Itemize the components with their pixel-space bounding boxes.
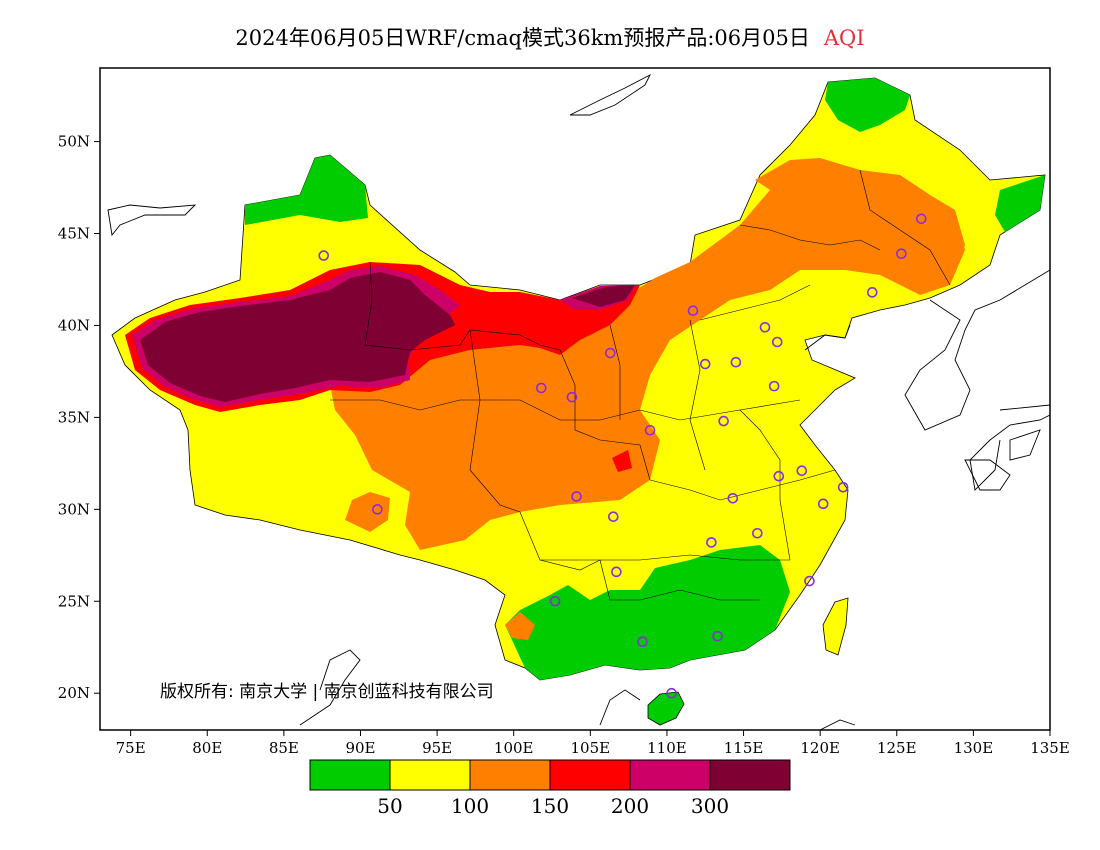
province-borders (330, 169, 951, 601)
station-marker (644, 424, 656, 436)
station-marker (604, 347, 616, 359)
station-marker (687, 305, 699, 317)
red-zone-small-south (612, 450, 632, 472)
lon-tick-label: 130E (954, 739, 994, 757)
green-zone-north-xinjiang (245, 155, 368, 225)
lat-tick-label: 25N (58, 592, 90, 610)
lon-tick-label: 85E (269, 739, 299, 757)
station-marker (768, 380, 780, 392)
station-marker (608, 511, 619, 522)
station-marker (796, 465, 808, 477)
station-marker (372, 504, 383, 515)
orange-zone-sichuan (420, 460, 500, 525)
legend-label: 200 (611, 794, 649, 818)
station-marker (712, 630, 723, 642)
lon-tick-label: 75E (116, 739, 146, 757)
legend-swatch (469, 759, 551, 791)
station-marker (896, 248, 907, 260)
legend-label: 50 (377, 794, 402, 818)
maroon-zone-northeast (572, 285, 635, 307)
lat-tick-label: 50N (58, 133, 90, 151)
legend-swatch (629, 759, 711, 791)
legend-label: 300 (691, 794, 729, 818)
map-title: 2024年06月05日WRF/cmaq模式36km预报产品:06月05日 AQI (0, 22, 1100, 52)
station-marker (817, 498, 829, 510)
orange-zone-tibet-south (345, 492, 390, 532)
station-marker (318, 250, 330, 261)
lon-tick-label: 100E (494, 739, 534, 757)
lon-tick-label: 105E (571, 739, 611, 757)
lon-tick-label: 110E (647, 739, 687, 757)
station-marker (866, 287, 878, 298)
orange-zone-west-central (330, 168, 965, 550)
station-marker (804, 575, 815, 587)
lat-tick-label: 40N (58, 316, 90, 334)
lat-tick-label: 35N (58, 408, 90, 426)
station-marker (666, 687, 677, 699)
lon-tick-label: 80E (192, 739, 222, 757)
lon-tick-label: 120E (800, 739, 840, 757)
legend-swatch (549, 759, 631, 791)
station-marker (637, 636, 648, 648)
station-marker (549, 595, 561, 607)
station-marker (771, 336, 783, 348)
maroon-zone (140, 272, 455, 402)
station-marker (727, 492, 739, 504)
lat-tick-label: 30N (58, 500, 90, 518)
station-marker (718, 415, 729, 427)
station-marker (773, 470, 785, 482)
station-marker (566, 391, 578, 403)
station-marker (535, 382, 547, 394)
station-marker (759, 321, 771, 333)
station-marker (706, 537, 717, 548)
map-frame (99, 67, 1051, 731)
station-marker (611, 566, 622, 578)
legend-swatch (389, 759, 471, 791)
lon-tick-label: 90E (345, 739, 375, 757)
lon-tick-label: 125E (877, 739, 917, 757)
longitude-axis: 75E 80E 85E 90E 95E 100E 105E 110E 115E 120E 125E 1… (116, 730, 1070, 757)
lat-tick-label: 20N (58, 684, 90, 702)
copyright-text: 版权所有: 南京大学 | 南京创蓝科技有限公司 (160, 682, 494, 702)
green-zone-east-border (995, 175, 1045, 232)
station-marker (730, 356, 742, 368)
latitude-axis: 50N 45N 40N 35N 30N 25N 20N (58, 133, 100, 702)
hainan-island (647, 691, 685, 726)
taiwan-island (822, 597, 849, 656)
lon-tick-label: 115E (724, 739, 764, 757)
legend-label: 100 (451, 794, 489, 818)
aqi-legend: 50 100 150 200 300 (309, 759, 791, 818)
title-main: 2024年06月05日WRF/cmaq模式36km预报产品:06月05日 (235, 26, 810, 50)
lon-tick-label: 135E (1030, 739, 1070, 757)
lon-tick-label: 95E (422, 739, 452, 757)
green-zone-south-china (505, 545, 790, 680)
orange-zone-yunnan (505, 612, 535, 640)
neighbour-outlines (107, 73, 1050, 730)
legend-swatch (709, 759, 791, 791)
station-markers (318, 213, 927, 699)
station-marker (571, 491, 582, 502)
legend-label: 150 (531, 794, 569, 818)
title-variable: AQI (823, 26, 865, 50)
station-marker (837, 481, 849, 493)
station-marker (699, 358, 711, 370)
green-zone-northeast-tip (825, 78, 910, 132)
station-marker (752, 527, 763, 539)
station-marker (915, 213, 927, 225)
lat-tick-label: 45N (58, 225, 90, 243)
map-plot-area (107, 73, 1050, 730)
orange-zone-northeast-belt (755, 158, 965, 285)
legend-swatch (309, 759, 391, 791)
